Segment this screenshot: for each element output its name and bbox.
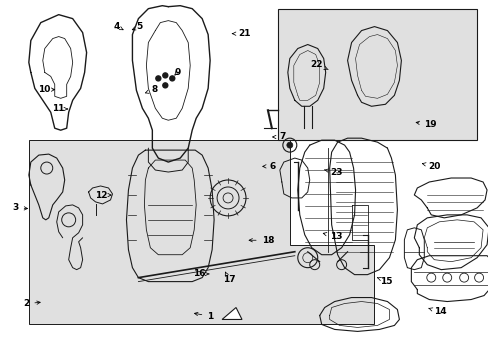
Text: 16: 16 bbox=[193, 269, 208, 278]
Polygon shape bbox=[222, 307, 242, 319]
Bar bbox=[277, 9, 476, 140]
Circle shape bbox=[286, 142, 292, 148]
Circle shape bbox=[163, 83, 167, 88]
Text: 1: 1 bbox=[194, 312, 213, 321]
Text: 17: 17 bbox=[222, 272, 235, 284]
Text: 19: 19 bbox=[415, 120, 436, 129]
Text: 14: 14 bbox=[427, 307, 446, 316]
Text: 5: 5 bbox=[132, 22, 142, 31]
Text: 20: 20 bbox=[422, 162, 440, 171]
Circle shape bbox=[163, 73, 167, 78]
Circle shape bbox=[156, 76, 161, 81]
Text: 8: 8 bbox=[145, 85, 157, 94]
Text: 6: 6 bbox=[262, 162, 275, 171]
Text: 3: 3 bbox=[12, 203, 27, 212]
Text: 23: 23 bbox=[324, 168, 342, 177]
Text: 4: 4 bbox=[113, 22, 123, 31]
Text: 21: 21 bbox=[232, 29, 250, 38]
Text: 10: 10 bbox=[38, 85, 55, 94]
Text: 9: 9 bbox=[174, 68, 180, 77]
Polygon shape bbox=[29, 140, 374, 324]
Text: 18: 18 bbox=[248, 236, 274, 245]
Text: 13: 13 bbox=[323, 232, 342, 241]
Text: 15: 15 bbox=[377, 276, 392, 285]
Text: 11: 11 bbox=[52, 104, 67, 113]
Circle shape bbox=[169, 76, 174, 81]
Text: 2: 2 bbox=[23, 299, 40, 308]
Text: 12: 12 bbox=[94, 190, 111, 199]
Text: 22: 22 bbox=[310, 60, 327, 69]
Text: 7: 7 bbox=[272, 132, 285, 141]
